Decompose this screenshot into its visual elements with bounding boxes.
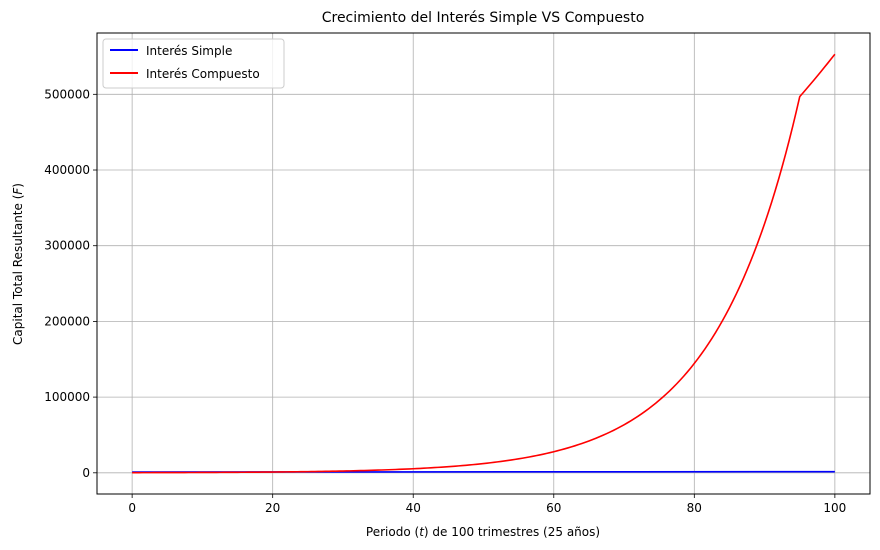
y-tick-label: 0 bbox=[82, 466, 90, 480]
y-axis-label-suffix: ) bbox=[11, 183, 25, 188]
series-line-compound bbox=[132, 53, 836, 474]
axis-ticks: 0 20 40 60 80 100 0 100000 200000 300000 400000 500… bbox=[44, 87, 846, 515]
legend: Interés Simple Interés Compuesto bbox=[102, 38, 285, 89]
y-axis-label-var: F bbox=[11, 187, 25, 195]
y-tick-label: 100000 bbox=[44, 390, 90, 404]
series-layer bbox=[132, 53, 836, 474]
legend-label-simple: Interés Simple bbox=[146, 44, 232, 58]
y-tick-label: 300000 bbox=[44, 239, 90, 253]
y-axis-label: Capital Total Resultante (F) bbox=[11, 183, 25, 345]
x-axis-label-suffix: ) de 100 trimestres (25 años) bbox=[424, 525, 600, 539]
grid-lines bbox=[97, 33, 870, 494]
x-tick-label: 40 bbox=[406, 501, 421, 515]
plot-frame bbox=[96, 32, 871, 495]
x-tick-label: 20 bbox=[265, 501, 280, 515]
x-tick-label: 80 bbox=[687, 501, 702, 515]
y-tick-label: 400000 bbox=[44, 163, 90, 177]
x-tick-label: 100 bbox=[823, 501, 846, 515]
legend-box bbox=[102, 38, 285, 89]
y-axis-label-prefix: Capital Total Resultante ( bbox=[11, 195, 25, 345]
y-tick-label: 500000 bbox=[44, 87, 90, 101]
x-tick-label: 60 bbox=[546, 501, 561, 515]
x-axis-label: Periodo (t) de 100 trimestres (25 años) bbox=[366, 525, 600, 539]
x-axis-label-prefix: Periodo ( bbox=[366, 525, 419, 539]
y-tick-label: 200000 bbox=[44, 314, 90, 328]
x-tick-label: 0 bbox=[128, 501, 136, 515]
chart-title: Crecimiento del Interés Simple VS Compue… bbox=[322, 10, 645, 26]
x-axis-label-var: t bbox=[419, 525, 425, 539]
legend-label-compound: Interés Compuesto bbox=[146, 67, 260, 81]
